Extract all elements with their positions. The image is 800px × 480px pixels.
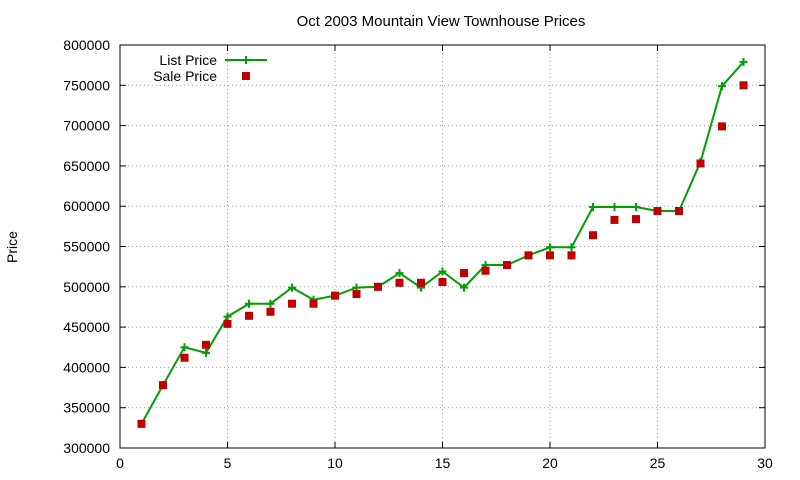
data-point [739, 57, 748, 66]
data-point [266, 307, 275, 316]
data-point [288, 299, 296, 308]
series-sale-price [137, 81, 748, 428]
data-point [460, 283, 468, 292]
data-point [718, 82, 726, 91]
data-point [567, 251, 576, 260]
data-point [675, 207, 683, 216]
data-point [202, 340, 210, 349]
data-point [460, 269, 468, 278]
legend-label: Sale Price [153, 68, 217, 84]
data-point [610, 203, 619, 212]
x-tick-label: 20 [542, 455, 558, 471]
data-point [395, 278, 404, 287]
data-point [438, 267, 447, 276]
y-tick-label: 750000 [63, 77, 110, 93]
x-tick-label: 5 [224, 455, 232, 471]
data-point [245, 311, 253, 320]
data-point [438, 277, 447, 286]
data-point [696, 159, 705, 168]
grid-lines [120, 45, 765, 448]
data-point [718, 122, 726, 131]
data-point [589, 231, 597, 240]
legend-label: List Price [159, 52, 217, 68]
data-point [159, 381, 167, 390]
y-tick-label: 650000 [63, 158, 110, 174]
data-point [245, 299, 253, 308]
x-tick-label: 10 [327, 455, 343, 471]
data-point [180, 353, 189, 362]
data-point [546, 251, 554, 260]
data-point [567, 243, 576, 252]
y-tick-label: 400000 [63, 359, 110, 375]
data-point [374, 282, 382, 291]
data-point [632, 215, 640, 224]
data-point [137, 419, 146, 428]
data-point [417, 278, 425, 287]
y-tick-label: 700000 [63, 118, 110, 134]
y-tick-label: 450000 [63, 319, 110, 335]
y-tick-label: 300000 [63, 440, 110, 456]
chart-title: Oct 2003 Mountain View Townhouse Prices [297, 13, 586, 30]
legend-marker [242, 72, 250, 80]
data-point [610, 215, 619, 224]
data-point [180, 343, 189, 352]
x-tick-label: 30 [757, 455, 773, 471]
data-point [395, 269, 404, 278]
data-point [546, 243, 554, 252]
data-point [309, 299, 318, 308]
y-tick-label: 600000 [63, 198, 110, 214]
data-point [202, 348, 210, 357]
y-tick-label: 550000 [63, 239, 110, 255]
data-point [739, 81, 748, 90]
x-tick-label: 15 [435, 455, 451, 471]
data-point [632, 203, 640, 212]
y-tick-label: 800000 [63, 37, 110, 53]
series-layer [137, 57, 748, 428]
data-point [352, 290, 361, 299]
x-tick-label: 0 [116, 455, 124, 471]
y-tick-label: 350000 [63, 400, 110, 416]
y-tick-label: 500000 [63, 279, 110, 295]
data-point [331, 291, 339, 300]
data-point [223, 312, 232, 321]
data-point [266, 299, 275, 308]
data-point [503, 261, 511, 270]
y-axis-label: Price [4, 231, 20, 263]
data-point [481, 266, 490, 275]
x-tick-label: 25 [650, 455, 666, 471]
data-point [223, 319, 232, 328]
data-point [653, 207, 662, 216]
data-point [524, 251, 533, 260]
data-point [288, 283, 296, 292]
data-point [589, 203, 597, 212]
legend-marker [242, 56, 250, 64]
axes: 0 5 10 15 20 25 30 300000 350000 400000 450000 5000… [63, 37, 773, 471]
